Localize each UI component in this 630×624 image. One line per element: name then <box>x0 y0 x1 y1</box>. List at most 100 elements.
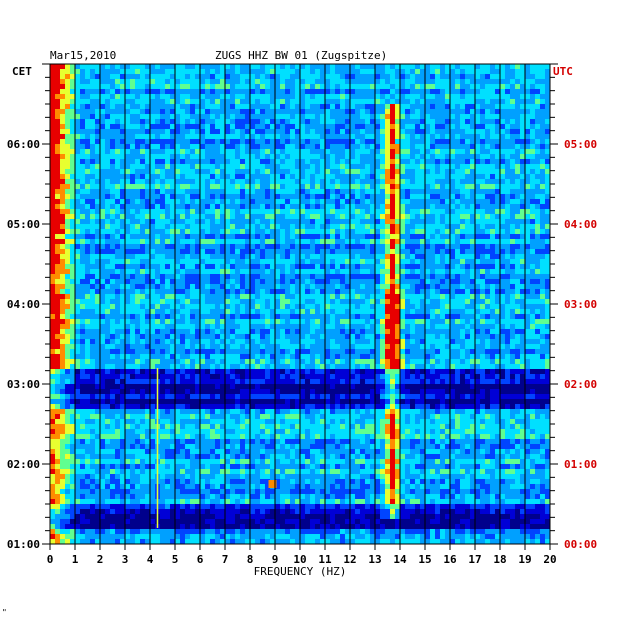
heat-cell <box>85 309 91 315</box>
heat-cell <box>415 279 421 285</box>
heat-cell <box>120 224 126 230</box>
heat-cell <box>180 89 186 95</box>
heat-cell <box>350 154 356 160</box>
heat-cell <box>490 264 496 270</box>
heat-cell <box>260 249 266 255</box>
heat-cell <box>435 74 441 80</box>
heat-cell <box>50 194 56 200</box>
heat-cell <box>345 209 351 215</box>
heat-cell <box>500 299 506 305</box>
heat-cell <box>440 194 446 200</box>
heat-cell <box>365 284 371 290</box>
heat-cell <box>250 134 256 140</box>
heat-cell <box>370 309 376 315</box>
heat-cell <box>430 174 436 180</box>
heat-cell <box>265 179 271 185</box>
heat-cell <box>485 69 491 75</box>
heat-cell <box>360 259 366 265</box>
heat-cell <box>160 224 166 230</box>
heat-cell <box>145 224 151 230</box>
heat-cell <box>55 74 61 80</box>
heat-cell <box>180 229 186 235</box>
heat-cell <box>320 164 326 170</box>
heat-cell <box>325 179 331 185</box>
heat-cell <box>530 204 536 210</box>
heat-cell <box>330 289 336 295</box>
heat-cell <box>500 204 506 210</box>
heat-cell <box>520 239 526 245</box>
heat-cell <box>135 124 141 130</box>
heat-cell <box>430 69 436 75</box>
heat-cell <box>485 114 491 120</box>
heat-cell <box>220 219 226 225</box>
heat-cell <box>165 284 171 290</box>
heat-cell <box>405 194 411 200</box>
heat-cell <box>505 89 511 95</box>
heat-cell <box>245 224 251 230</box>
heat-cell <box>50 189 56 195</box>
heat-cell <box>395 304 401 310</box>
heat-cell <box>240 259 246 265</box>
heat-cell <box>245 164 251 170</box>
heat-cell <box>465 264 471 270</box>
heat-cell <box>50 74 56 80</box>
heat-cell <box>115 209 121 215</box>
heat-cell <box>540 184 546 190</box>
heat-cell <box>350 79 356 85</box>
heat-cell <box>335 209 341 215</box>
heat-cell <box>85 269 91 275</box>
heat-cell <box>150 229 156 235</box>
heat-cell <box>540 219 546 225</box>
heat-cell <box>390 164 396 170</box>
heat-cell <box>325 189 331 195</box>
heat-cell <box>425 269 431 275</box>
heat-cell <box>260 239 266 245</box>
heat-cell <box>425 79 431 85</box>
heat-cell <box>385 164 391 170</box>
heat-cell <box>425 139 431 145</box>
heat-cell <box>425 254 431 260</box>
heat-cell <box>410 69 416 75</box>
heat-cell <box>160 264 166 270</box>
heat-cell <box>140 244 146 250</box>
heat-cell <box>460 284 466 290</box>
heat-cell <box>280 239 286 245</box>
heat-cell <box>540 189 546 195</box>
heat-cell <box>200 264 206 270</box>
heat-cell <box>110 214 116 220</box>
heat-cell <box>175 209 181 215</box>
heat-cell <box>310 99 316 105</box>
heat-cell <box>270 119 276 125</box>
heat-cell <box>400 169 406 175</box>
heat-cell <box>225 139 231 145</box>
heat-cell <box>115 289 121 295</box>
heat-cell <box>495 69 501 75</box>
heat-cell <box>85 229 91 235</box>
heat-cell <box>270 294 276 300</box>
heat-cell <box>130 259 136 265</box>
heat-cell <box>365 174 371 180</box>
heat-cell <box>230 309 236 315</box>
heat-cell <box>75 139 81 145</box>
heat-cell <box>220 159 226 165</box>
heat-cell <box>120 169 126 175</box>
heat-cell <box>260 64 266 70</box>
heat-cell <box>480 149 486 155</box>
heat-cell <box>200 274 206 280</box>
heat-cell <box>125 274 131 280</box>
heat-cell <box>340 249 346 255</box>
heat-cell <box>495 104 501 110</box>
heat-cell <box>65 279 71 285</box>
heat-cell <box>545 169 551 175</box>
heat-cell <box>90 194 96 200</box>
heat-cell <box>60 119 66 125</box>
heat-cell <box>455 214 461 220</box>
heat-cell <box>495 164 501 170</box>
heat-cell <box>390 159 396 165</box>
heat-cell <box>425 249 431 255</box>
heat-cell <box>130 254 136 260</box>
heat-cell <box>325 239 331 245</box>
heat-cell <box>495 189 501 195</box>
heat-cell <box>330 139 336 145</box>
heat-cell <box>375 244 381 250</box>
